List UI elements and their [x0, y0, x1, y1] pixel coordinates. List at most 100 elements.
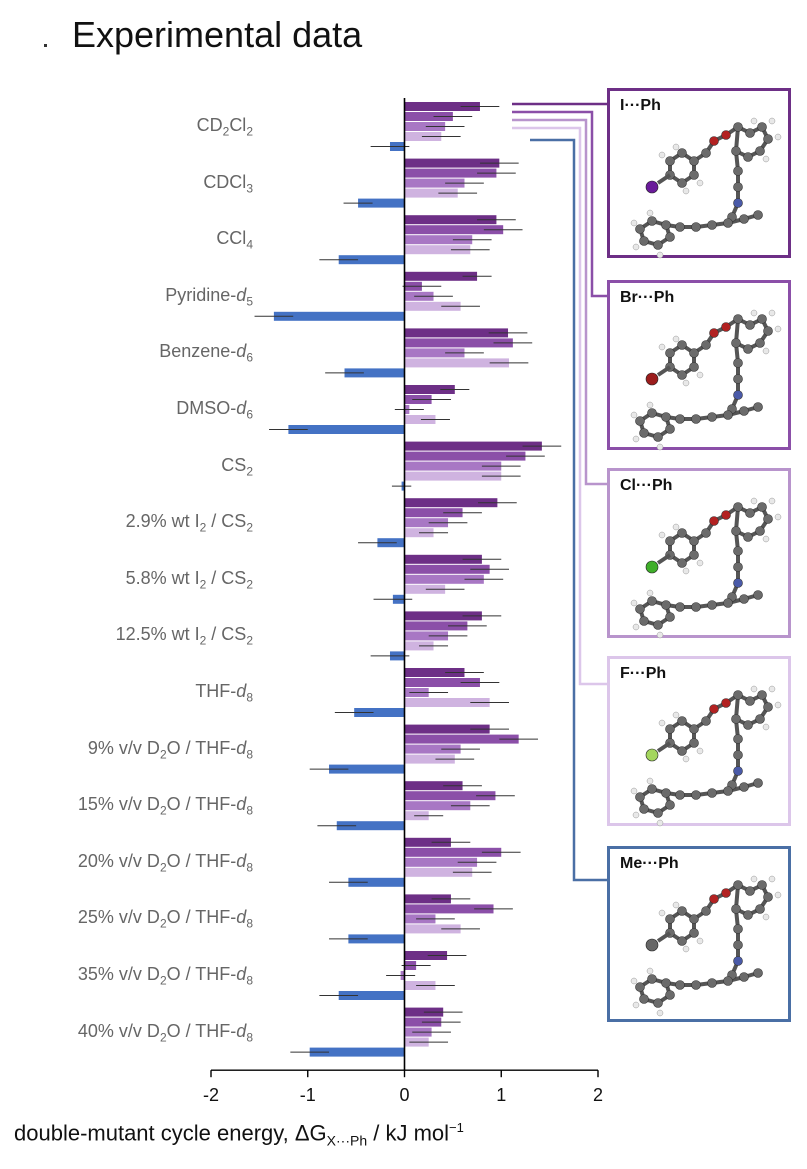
category-label-part: d [236, 850, 247, 871]
atom [743, 532, 753, 542]
atom [753, 590, 763, 600]
atom [733, 314, 743, 324]
hydrogen-atom [762, 155, 770, 163]
atom [733, 358, 743, 368]
atom [745, 128, 755, 138]
bar [404, 188, 458, 198]
atom [757, 880, 767, 890]
atom [733, 122, 743, 132]
bar [273, 311, 405, 321]
atom [653, 620, 663, 630]
bar [404, 734, 519, 744]
atom [635, 792, 645, 802]
hydrogen-atom [682, 945, 690, 953]
hydrogen-atom [630, 787, 638, 795]
bar-group [373, 554, 509, 604]
atom [665, 348, 675, 358]
category-label-part: 8 [246, 803, 253, 818]
category-label-part: 8 [246, 1030, 253, 1045]
atom [691, 790, 701, 800]
bond [656, 553, 672, 565]
hydrogen-atom [672, 901, 680, 909]
category-label-part: 2 [159, 803, 167, 818]
bar-group [334, 668, 509, 717]
atom [721, 322, 731, 332]
hydrogen-atom [630, 411, 638, 419]
category-label-part: 3 [246, 181, 253, 196]
category-label: 35% v/v D2O / THF-d8 [78, 964, 253, 988]
hydrogen-atom [672, 143, 680, 151]
hydrogen-atom [774, 891, 782, 899]
atom [723, 218, 733, 228]
atom [743, 720, 753, 730]
hydrogen-atom [630, 977, 638, 985]
atom [753, 968, 763, 978]
atom [661, 600, 671, 610]
bar [329, 764, 405, 774]
atom [653, 998, 663, 1008]
category-label-part: d [236, 284, 247, 305]
x-axis-title-units: / kJ mol [367, 1120, 450, 1146]
bar [404, 698, 490, 707]
atom [733, 750, 743, 760]
atom [739, 782, 749, 792]
hydrogen-atom [696, 747, 704, 755]
bar [404, 867, 473, 877]
atom [739, 406, 749, 416]
category-label-part: 5.8% wt I [125, 567, 200, 588]
atom [691, 414, 701, 424]
hydrogen-atom [672, 523, 680, 531]
hydrogen-atom [768, 875, 776, 883]
bar [404, 461, 502, 471]
bar [404, 178, 465, 188]
category-label-part: 35% v/v D [77, 964, 160, 984]
bar [404, 554, 482, 564]
bar [338, 991, 405, 1000]
category-label-part: d [236, 681, 247, 701]
atom [635, 224, 645, 234]
category-label: 12.5% wt I2 / CS2 [116, 624, 253, 648]
chart-title: Experimental data [72, 14, 363, 55]
bar [404, 611, 482, 621]
hydrogen-atom [658, 531, 666, 539]
atom [733, 880, 743, 890]
atom [689, 914, 699, 924]
atom [755, 904, 765, 914]
atom [675, 222, 685, 232]
hydrogen-atom [750, 117, 758, 125]
atom [743, 152, 753, 162]
panel-label: F···Ph [620, 665, 667, 682]
atom [691, 980, 701, 990]
hydrogen-atom [646, 209, 654, 217]
bar [404, 631, 449, 641]
atom [731, 904, 741, 914]
bar-group [329, 894, 513, 944]
category-label-part: 2 [159, 916, 167, 931]
atom [763, 892, 773, 902]
atom [707, 788, 717, 798]
bar-group [325, 328, 533, 378]
category-label-part: 2 [199, 633, 207, 648]
bar [404, 508, 463, 518]
atom [647, 596, 657, 606]
halogen-atom [645, 180, 659, 194]
bar [344, 368, 405, 378]
category-label-part: Cl [229, 115, 247, 135]
category-label-part: 2 [246, 464, 253, 479]
atom [733, 766, 743, 776]
atom [665, 800, 675, 810]
bar [404, 358, 509, 368]
atom [675, 602, 685, 612]
hydrogen-atom [646, 589, 654, 597]
panel-label: Me···Ph [620, 855, 679, 872]
atom [653, 240, 663, 250]
hydrogen-atom [656, 443, 664, 451]
molecule-model-icon [630, 309, 782, 451]
atom [701, 528, 711, 538]
atom [689, 724, 699, 734]
atom [755, 146, 765, 156]
halogen-atom [645, 560, 659, 574]
atom [677, 746, 687, 756]
molecule-model-icon [630, 685, 782, 827]
atom [745, 320, 755, 330]
